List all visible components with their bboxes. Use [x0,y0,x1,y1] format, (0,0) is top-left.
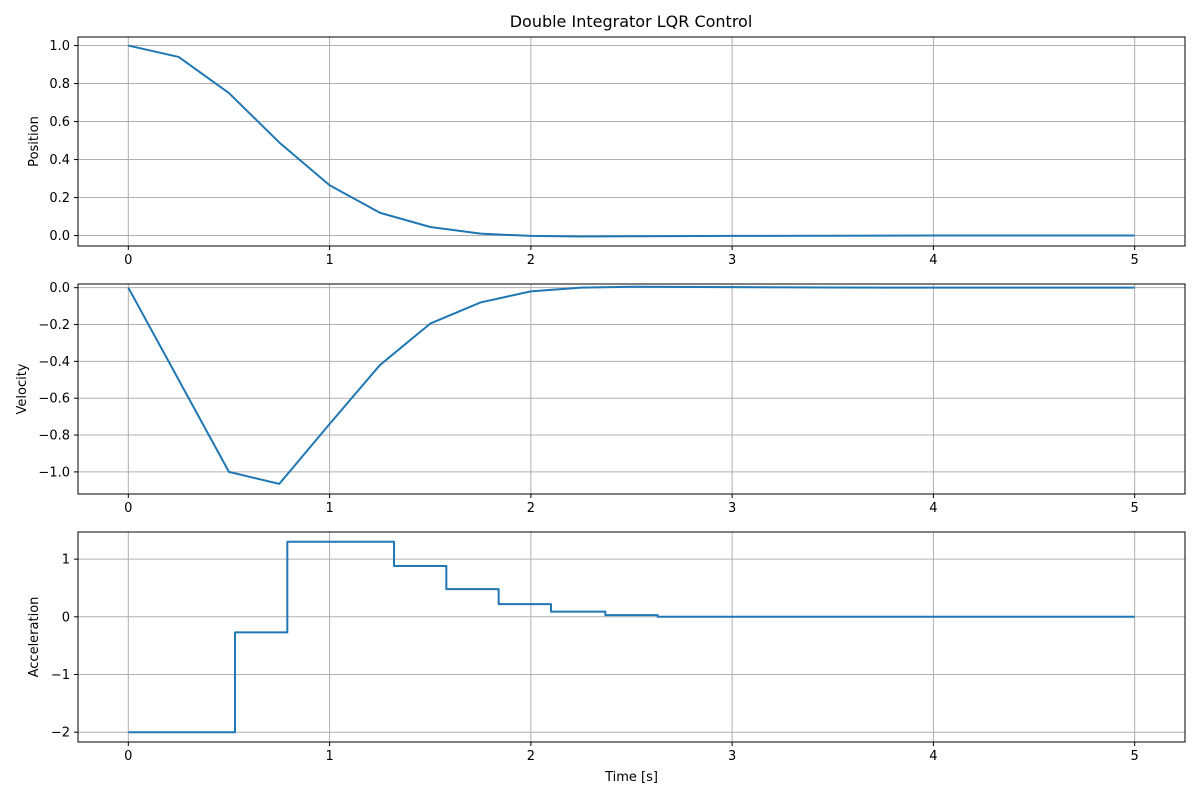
velocity-xtick-label: 3 [728,501,736,516]
acceleration-ytick-label: 1 [62,553,70,568]
position-ylabel: Position [27,116,42,167]
position-xtick-label: 5 [1131,253,1139,268]
velocity-panel: 0 1 2 3 4 5 0.0 −0.2 −0.4 −0.6 −0.8 −1.0 Velocity [15,281,1186,516]
velocity-ylabel: Velocity [15,363,30,414]
position-ytick-label: 0.0 [49,229,70,244]
acceleration-xtick-label: 3 [728,749,736,764]
velocity-ytick-label: 0.0 [49,281,70,296]
chart-title: Double Integrator LQR Control [510,12,753,31]
acceleration-series-line [128,540,1135,734]
velocity-xtick-label: 1 [325,501,333,516]
acceleration-xtick-label: 0 [124,749,132,764]
acceleration-ytick-label: −2 [51,726,70,741]
acceleration-axes-frame [77,531,1186,743]
velocity-series-line [127,285,1135,485]
position-xtick-label: 0 [124,253,132,268]
position-ytick-label: 0.6 [49,115,70,130]
position-xtick-label: 2 [527,253,535,268]
velocity-ytick-label: −0.4 [38,355,70,370]
velocity-axes-frame [77,283,1186,495]
position-series-line [128,44,1135,238]
position-ytick-label: 0.8 [49,77,70,92]
acceleration-xtick-label: 4 [929,749,937,764]
position-xtick-label: 3 [728,253,736,268]
velocity-xtick-label: 5 [1131,501,1139,516]
acceleration-ytick-label: 0 [62,610,70,625]
position-ytick-label: 0.4 [49,153,70,168]
acceleration-ylabel: Acceleration [27,597,42,678]
velocity-ytick-label: −0.6 [38,392,70,407]
position-ytick-label: 1.0 [49,39,70,54]
position-xtick-label: 4 [929,253,937,268]
acceleration-ytick-label: −1 [51,668,70,683]
position-axes-frame [77,36,1186,247]
position-xtick-label: 1 [325,253,333,268]
acceleration-xlabel: Time [s] [604,770,658,785]
velocity-xtick-label: 0 [124,501,132,516]
velocity-xtick-label: 4 [929,501,937,516]
position-panel: 0 1 2 3 4 5 0.0 0.2 0.4 0.6 0.8 1.0 Position [27,36,1186,268]
velocity-ytick-label: −1.0 [38,465,70,480]
acceleration-panel: 0 1 2 3 4 5 −2 −1 0 1 Acceleration Time [s] [27,531,1186,785]
velocity-ytick-label: −0.8 [38,429,70,444]
acceleration-xtick-label: 5 [1131,749,1139,764]
velocity-ytick-label: −0.2 [38,318,70,333]
acceleration-xtick-label: 2 [527,749,535,764]
position-ytick-label: 0.2 [49,191,70,206]
velocity-xtick-label: 2 [527,501,535,516]
acceleration-xtick-label: 1 [325,749,333,764]
